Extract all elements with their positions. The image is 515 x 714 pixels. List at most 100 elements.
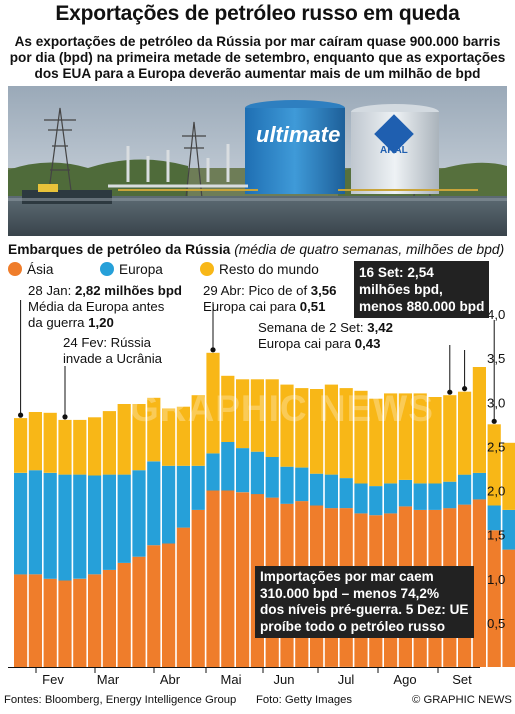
legend: Ásia Europa Resto do mundo xyxy=(8,262,348,280)
bar-segment-rest xyxy=(28,412,42,471)
ann-jan28-line3: da guerra xyxy=(28,315,85,330)
bar-segment-rest xyxy=(502,442,515,510)
callout-imports-line3: dos níveis pré-guerra. 5 Dez: UE xyxy=(260,602,469,617)
bar-segment-rest xyxy=(487,424,501,506)
ann-apr29-line2b: 0,51 xyxy=(299,299,326,314)
legend-label-asia: Ásia xyxy=(27,262,54,277)
bar-segment-asia xyxy=(14,574,28,667)
tank-logo-ultimate: ultimate xyxy=(256,122,340,147)
legend-swatch-europe xyxy=(100,262,114,276)
callout-imports: Importações por mar caem 310.000 bpd – m… xyxy=(255,566,474,638)
x-axis: Fev Mar Abr Mai Jun Jul Ago Set xyxy=(8,667,480,687)
subtitle-line: dos EUA para a Europa deverão aumentar m… xyxy=(34,66,481,81)
bar-segment-asia xyxy=(43,578,57,668)
bar-segment-rest xyxy=(295,388,309,468)
bar-segment-europe xyxy=(250,451,264,495)
annotation-apr29: 29 Abr: Pico de of 3,56 Europa cai para … xyxy=(203,283,336,315)
bar-segment-rest xyxy=(250,379,264,452)
ann-apr29-line2a: Europa cai para xyxy=(203,299,297,314)
ann-jan28-line3-value: 1,20 xyxy=(88,315,114,330)
legend-item-rest: Resto do mundo xyxy=(200,262,319,277)
y-tick-label: 3,0 xyxy=(487,395,505,410)
legend-label-europe: Europa xyxy=(119,262,163,277)
annotation-jan28: 28 Jan: 2,82 milhões bpd Média da Europa… xyxy=(28,283,182,331)
bar-segment-rest xyxy=(354,390,368,484)
bar-segment-europe xyxy=(14,472,28,575)
footer-photo-credit: Foto: Getty Images xyxy=(256,694,353,706)
oil-depot-photo: ultimate ARAL xyxy=(8,86,507,236)
callout-imports-line4: proíbe todo o petróleo russo xyxy=(260,618,446,634)
ann-sep2-line2b: 0,43 xyxy=(354,336,381,351)
callout-imports-line2: 310.000 bpd – menos 74,2% xyxy=(260,585,440,601)
footer-brand: © GRAPHIC NEWS xyxy=(412,694,512,706)
bar-segment-rest xyxy=(280,384,294,467)
y-tick-label: 0,5 xyxy=(487,616,505,631)
bar-segment-rest xyxy=(102,411,116,475)
bar-segment-rest xyxy=(398,393,412,480)
bar-segment-rest xyxy=(132,404,146,471)
bar-segment-europe xyxy=(132,470,146,557)
bar-segment-asia xyxy=(191,509,205,667)
y-tick-label: 2,5 xyxy=(487,439,505,454)
bar-segment-europe xyxy=(428,483,442,510)
bar-segment-asia xyxy=(502,549,515,667)
bar-segment-rest xyxy=(458,391,472,475)
bar-segment-europe xyxy=(206,453,220,491)
ann-apr29-line1a: 29 Abr: Pico de of xyxy=(203,283,308,298)
bar-segment-europe xyxy=(324,474,338,509)
bar-segment-europe xyxy=(369,486,383,516)
bar-segment-europe xyxy=(58,474,72,581)
bar-segment-asia xyxy=(162,543,176,667)
y-tick-label: 1,5 xyxy=(487,528,505,543)
callout-imports-line1: Importações por mar caem xyxy=(260,569,434,584)
bar-segment-asia xyxy=(132,556,146,667)
bar-segment-europe xyxy=(28,470,42,575)
annotation-feb24: 24 Fev: Rússia invade a Ucrânia xyxy=(63,335,162,367)
bar-segment-europe xyxy=(265,457,279,498)
bar-segment-rest xyxy=(43,412,57,473)
annotation-dot xyxy=(491,418,497,424)
bar-segment-rest xyxy=(265,379,279,457)
chart-title-main: Embarques de petróleo da Rússia xyxy=(8,242,231,257)
bar-segment-rest xyxy=(206,352,220,454)
bar-segment-europe xyxy=(73,474,87,579)
bar-segment-rest xyxy=(191,395,205,466)
bar-segment-rest xyxy=(472,367,486,473)
x-month-label: Mai xyxy=(221,672,242,687)
bar-segment-rest xyxy=(236,379,250,449)
bar-segment-europe xyxy=(221,442,235,491)
bar-segment-rest xyxy=(73,419,87,475)
bar-segment-europe xyxy=(88,475,102,575)
bar-segment-europe xyxy=(310,473,324,506)
bar-segment-europe xyxy=(176,465,190,528)
y-axis: 0,5 1,0 1,5 2,0 2,5 3,0 3,5 4,0 xyxy=(487,307,505,631)
legend-item-asia: Ásia xyxy=(8,262,53,277)
bar-segment-rest xyxy=(162,408,176,466)
legend-item-europe: Europa xyxy=(100,262,163,277)
bar-segment-asia xyxy=(487,530,501,667)
y-tick-label: 1,0 xyxy=(487,572,505,587)
bar-segment-europe xyxy=(472,472,486,500)
bar-segment-rest xyxy=(88,417,102,476)
marker-layer xyxy=(18,300,497,424)
bar-segment-europe xyxy=(147,461,161,546)
legend-label-rest: Resto do mundo xyxy=(219,262,319,277)
annotation-sep2: Semana de 2 Set: 3,42 Europa cai para 0,… xyxy=(258,320,393,352)
y-tick-label: 3,5 xyxy=(487,351,505,366)
ann-feb24-line1: 24 Fev: Rússia xyxy=(63,335,151,350)
bar-segment-rest xyxy=(58,419,72,475)
bar-segment-europe xyxy=(413,483,427,510)
callout-sep16-line2: milhões bpd, xyxy=(359,282,443,297)
bar-segment-asia xyxy=(58,580,72,667)
bar-segment-europe xyxy=(117,474,131,563)
bar-segment-rest xyxy=(14,418,28,473)
bar-segment-rest xyxy=(117,404,131,475)
ann-sep2-line1a: Semana de 2 Set: xyxy=(258,320,364,335)
x-month-label: Jun xyxy=(274,672,295,687)
subtitle-line: por dia (bpd) na primeira metade de sete… xyxy=(9,50,506,65)
bar-segment-rest xyxy=(147,397,161,462)
bar-segment-rest xyxy=(384,393,398,484)
bar-segment-rest xyxy=(428,397,442,484)
ann-jan28-line2: Média da Europa antes xyxy=(28,299,165,314)
chart-title: Embarques de petróleo da Rússia (média d… xyxy=(8,242,504,257)
